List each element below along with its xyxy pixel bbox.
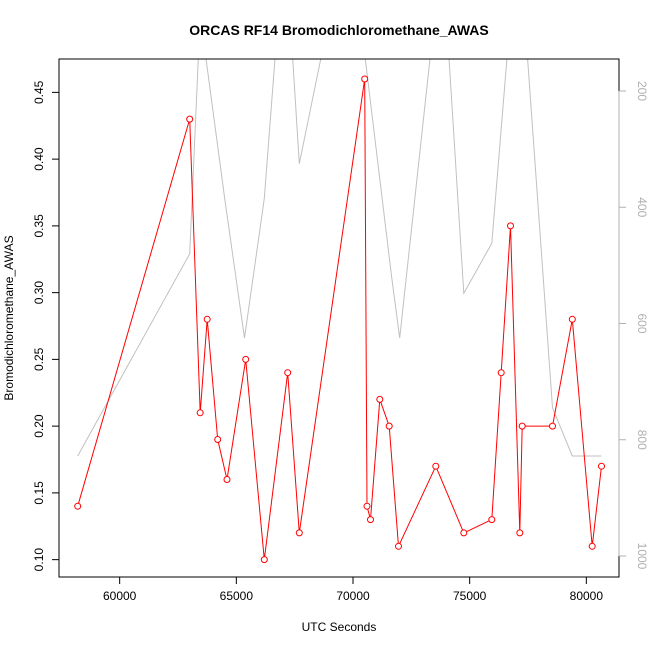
y-axis: 0.10 0.15 0.20 0.25 0.30 0.35 0.40 0.45 — [32, 80, 60, 572]
y-tick-label: 0.30 — [32, 281, 46, 305]
red-series-point — [395, 542, 402, 550]
red-series-layer — [74, 75, 605, 564]
red-series-point — [385, 422, 393, 430]
red-series-point — [376, 395, 384, 403]
red-series-point — [260, 556, 268, 564]
y2-tick-label: 200 — [635, 81, 649, 101]
red-series-point — [507, 222, 514, 230]
red-series-line — [77, 78, 602, 560]
red-series-point — [363, 502, 371, 510]
red-series-point — [223, 476, 231, 483]
x-tick-label: 65000 — [220, 589, 254, 603]
y-tick-label: 0.40 — [32, 147, 46, 171]
red-series-point — [74, 502, 82, 510]
red-series-point — [568, 315, 576, 323]
red-series-point — [186, 115, 194, 123]
x-tick-label: 75000 — [453, 589, 487, 603]
red-series-point — [367, 516, 374, 524]
red-series-point — [196, 409, 204, 417]
y-tick-label: 0.20 — [32, 414, 46, 438]
red-series-point — [214, 436, 222, 443]
x-tick-label: 60000 — [103, 589, 137, 603]
y-tick-label: 0.35 — [32, 214, 46, 238]
red-series-point — [460, 529, 468, 537]
y2-tick-label: 600 — [635, 313, 649, 333]
chart-title: ORCAS RF14 Bromodichloromethane_AWAS — [189, 22, 489, 38]
y-axis-label: Bromodichloromethane_AWAS — [2, 235, 16, 400]
red-series-point — [518, 422, 526, 430]
x-tick-label: 70000 — [336, 589, 370, 603]
red-series-point — [488, 516, 496, 524]
red-series-point — [295, 529, 303, 537]
red-series-point — [497, 369, 505, 377]
red-series-point — [549, 422, 556, 430]
y2-tick-label: 1000 — [635, 543, 649, 570]
red-series-point — [203, 315, 211, 323]
gray-series-layer — [77, 59, 602, 457]
red-series-point — [432, 462, 440, 470]
y-tick-label: 0.25 — [32, 347, 46, 371]
y2-tick-label: 800 — [635, 430, 649, 450]
gray-series-line — [77, 59, 602, 457]
y2-axis: 200 400 600 800 1000 — [618, 81, 649, 570]
plot-frame — [58, 58, 620, 578]
red-series-point — [588, 542, 596, 550]
red-series-point — [242, 355, 250, 363]
x-tick-label: 80000 — [570, 589, 604, 603]
red-series-point — [361, 75, 369, 83]
red-series-point — [516, 529, 524, 537]
red-series-point — [284, 369, 292, 377]
y2-tick-label: 400 — [635, 197, 649, 217]
x-axis-label: UTC Seconds — [302, 620, 377, 634]
x-axis: 60000 65000 70000 75000 80000 — [103, 576, 604, 603]
y-tick-label: 0.15 — [32, 481, 46, 505]
red-series-point — [598, 462, 605, 470]
y-tick-label: 0.45 — [32, 80, 46, 104]
y-tick-label: 0.10 — [32, 548, 46, 572]
